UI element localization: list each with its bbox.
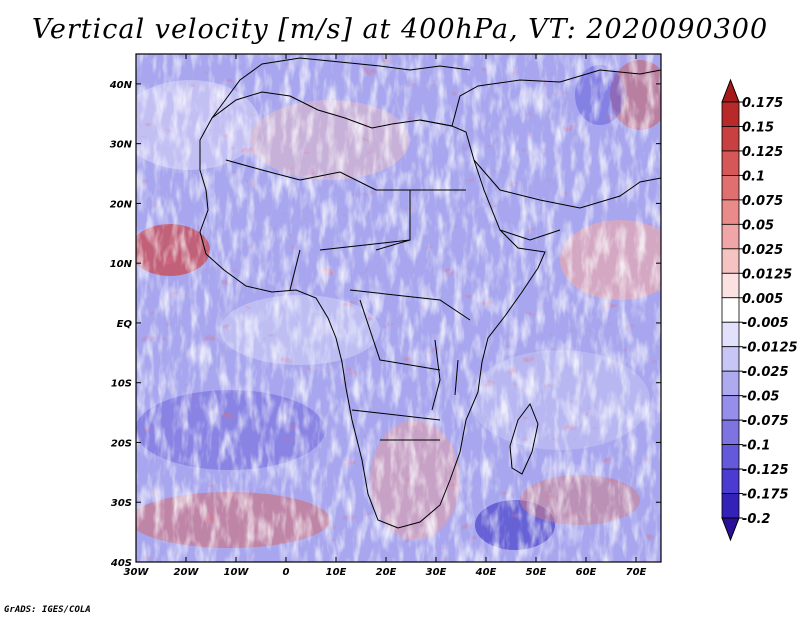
lat-tick-label: 40S [110,558,132,569]
lat-tick-label: 10N [110,259,133,270]
colorbar-top-arrow [721,78,740,103]
colorbar-swatch [721,346,740,372]
colorbar-swatch [721,248,740,274]
lon-tick-label: 20W [174,567,200,578]
colorbar-label: -0.125 [742,463,789,478]
colorbar-swatch [721,493,740,519]
lon-tick-label: 0 [283,567,290,578]
lon-tick-label: 30E [426,567,447,578]
colorbar-label: 0.125 [742,145,783,160]
colorbar-label: 0.1 [742,169,765,184]
colorbar-swatch [721,321,740,348]
colorbar-swatch [721,395,740,421]
colorbar-label: 0.15 [742,120,774,135]
lat-tick-label: 10S [111,379,132,390]
lon-tick-label: 10E [326,567,347,578]
lon-tick-label: 30W [124,567,150,578]
lat-tick-label: 30S [111,498,132,509]
lon-tick-label: 20E [376,567,397,578]
coastlines [199,57,661,529]
lat-tick-label: EQ [117,319,133,330]
colorbar-swatch [721,101,740,127]
lon-tick-label: 70E [626,567,647,578]
colorbar: 0.175 0.15 0.125 0.1 0.075 0.05 0.025 0.0125 0.0… [721,78,798,542]
colorbar-label: -0.175 [742,488,789,503]
lat-tick-label: 30N [110,140,133,151]
lat-tick-label: 40N [109,80,133,91]
map-frame [135,53,662,563]
colorbar-label: 0.0125 [742,267,792,282]
colorbar-label: 0.05 [742,218,774,233]
colorbar-swatch [721,150,740,176]
colorbar-swatch [721,199,740,225]
colorbar-label: 0.175 [742,96,783,111]
lon-tick-label: 50E [526,567,547,578]
colorbar-label: 0.005 [742,292,783,307]
colorbar-swatch [721,223,740,250]
lat-tick-label: 20S [111,438,132,449]
colorbar-swatch [721,468,740,494]
colorbar-label: -0.005 [742,316,789,331]
lon-tick-label: 40E [475,567,497,578]
colorbar-label: 0.075 [742,194,783,209]
colorbar-swatch [721,272,740,299]
colorbar-swatch [721,126,740,152]
lat-tick-label: 20N [110,199,133,210]
colorbar-swatch [721,419,740,445]
colorbar-label: -0.1 [742,439,770,454]
colorbar-bottom-arrow [721,517,740,542]
colorbar-swatch [721,370,740,397]
colorbar-label: -0.05 [742,390,779,405]
colorbar-label: -0.075 [742,414,789,429]
map-title: Vertical velocity [m/s] at 400hPa, VT: 2… [31,14,769,45]
lon-tick-label: 10W [224,567,250,578]
colorbar-label: -0.2 [742,512,770,527]
colorbar-label: -0.0125 [742,341,798,356]
credit-label: GrADS: IGES/COLA [4,605,91,615]
colorbar-swatch [721,444,740,470]
colorbar-label: -0.025 [742,365,789,380]
lon-tick-label: 60E [576,567,597,578]
colorbar-label: 0.025 [742,243,783,258]
colorbar-swatch [721,175,740,201]
colorbar-swatch [721,297,740,323]
velocity-field [136,54,661,562]
map-axes: 30W 20W 10W 0 10E 20E 30E 40E 50E 60E 70E 40N 30N 20N… [109,54,661,578]
